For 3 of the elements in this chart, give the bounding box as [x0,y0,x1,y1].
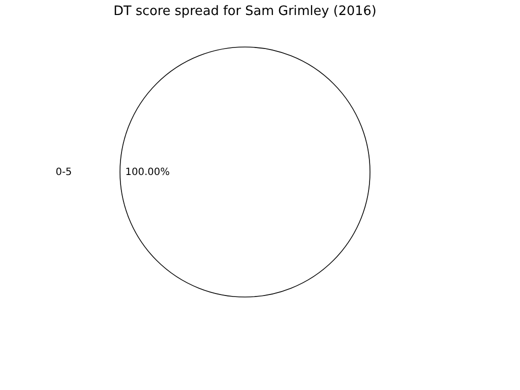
data-label: 100.00% [125,167,170,178]
slice-label: 0-5 [56,167,72,178]
chart-title: DT score spread for Sam Grimley (2016) [114,4,376,19]
